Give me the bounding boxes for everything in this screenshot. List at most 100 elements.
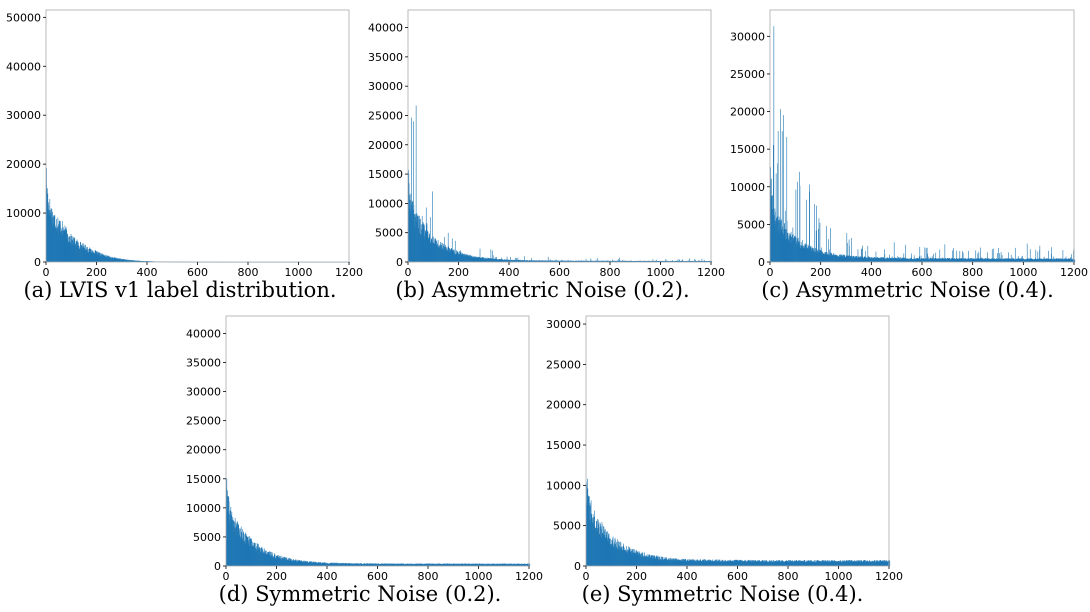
bar <box>1001 255 1003 262</box>
bar-chart-c: 0 200 400 600 800 1000 1200 0 5000 10000 15000 2000… <box>730 9 1088 279</box>
bars <box>408 105 713 263</box>
x-tick-label: 1200 <box>335 266 363 279</box>
bar <box>781 131 783 262</box>
bar <box>688 260 689 262</box>
y-tick-label: 10000 <box>730 181 765 194</box>
bar <box>681 259 683 262</box>
bar <box>968 250 969 262</box>
bar <box>777 131 779 262</box>
caption-a: (a) LVIS v1 label distribution. <box>23 278 337 302</box>
y-tick-label: 15000 <box>368 168 403 181</box>
x-tick-label: 600 <box>187 266 208 279</box>
bar <box>1052 256 1054 262</box>
bar <box>1074 259 1076 262</box>
x-tick-label: 1000 <box>285 266 313 279</box>
bar <box>933 253 934 262</box>
bar <box>415 105 417 263</box>
y-tick-label: 20000 <box>186 444 221 457</box>
y-tick-label: 15000 <box>730 143 765 156</box>
bar <box>510 256 511 262</box>
bar <box>413 121 414 262</box>
bar <box>905 244 906 262</box>
y-tick-label: 0 <box>214 560 221 573</box>
y-tick-label: 35000 <box>186 357 221 370</box>
bar <box>1008 252 1009 262</box>
chart-panel-a: 0 200 400 600 800 1000 1200 0 10000 20000 30000 400… <box>0 0 363 312</box>
y-tick-label: 40000 <box>186 327 221 340</box>
bar <box>999 253 1000 262</box>
bars <box>770 26 1076 263</box>
bar <box>698 260 700 262</box>
bar <box>516 258 517 262</box>
bar <box>678 259 680 262</box>
bar <box>665 260 667 262</box>
bar <box>980 247 981 262</box>
bar <box>828 239 829 262</box>
bar <box>860 248 862 262</box>
bar <box>494 257 496 262</box>
bar <box>1029 249 1031 262</box>
bar <box>1037 251 1039 262</box>
bar <box>919 246 921 262</box>
bar-chart-b: 0 200 400 600 800 1000 1200 0 5000 10000 15000 2000… <box>368 9 725 279</box>
x-tick-label: 200 <box>86 266 107 279</box>
bars <box>46 168 351 263</box>
bar <box>773 26 775 263</box>
bar <box>1014 247 1016 262</box>
bar <box>944 244 946 262</box>
bar <box>830 228 831 262</box>
bar <box>786 137 788 262</box>
bar <box>865 251 866 262</box>
bar <box>783 115 784 262</box>
bar <box>814 203 815 262</box>
x-tick-label: 1200 <box>1060 266 1088 279</box>
y-tick-label: 30000 <box>6 109 41 122</box>
bar <box>679 260 681 262</box>
bar <box>962 252 964 262</box>
bar <box>652 259 654 262</box>
bar <box>531 258 532 262</box>
bar <box>825 226 827 262</box>
bar <box>777 163 778 262</box>
bar <box>1071 254 1072 262</box>
y-tick-label: 5000 <box>375 227 403 240</box>
bar <box>1051 247 1052 262</box>
bars <box>226 478 531 566</box>
bar <box>515 257 516 262</box>
bar <box>953 248 954 262</box>
bar <box>875 251 877 262</box>
bar <box>809 184 810 262</box>
x-tick-label: 1000 <box>647 266 675 279</box>
bar <box>695 259 696 262</box>
bar <box>797 181 798 262</box>
y-tick-label: 50000 <box>6 11 41 24</box>
caption-d: (d) Symmetric Noise (0.2). <box>218 582 502 606</box>
y-tick-label: 20000 <box>730 106 765 119</box>
bar <box>451 238 453 262</box>
x-tick-label: 800 <box>600 266 621 279</box>
bar <box>585 258 587 262</box>
plot-frame <box>769 9 1075 263</box>
bar <box>596 258 598 262</box>
bar <box>847 242 848 262</box>
chart-panel-c: 0 200 400 600 800 1000 1200 0 5000 10000 15000 2000… <box>725 0 1090 312</box>
y-tick-label: 40000 <box>368 22 403 35</box>
y-tick-label: 10000 <box>6 207 41 220</box>
bar <box>689 258 690 262</box>
bar <box>806 199 807 262</box>
x-tick-label: 0 <box>43 266 50 279</box>
bar <box>618 259 619 262</box>
bar <box>925 248 927 262</box>
bar <box>656 259 657 262</box>
y-tick-label: 30000 <box>186 386 221 399</box>
bar <box>1026 243 1028 262</box>
bar <box>619 257 620 262</box>
bar <box>479 248 481 262</box>
bar <box>1062 250 1064 262</box>
y-tick-label: 5000 <box>193 531 221 544</box>
bar <box>701 258 703 262</box>
bar <box>694 259 695 262</box>
y-tick-label: 30000 <box>730 30 765 43</box>
bar <box>429 217 431 262</box>
bar <box>952 250 953 262</box>
